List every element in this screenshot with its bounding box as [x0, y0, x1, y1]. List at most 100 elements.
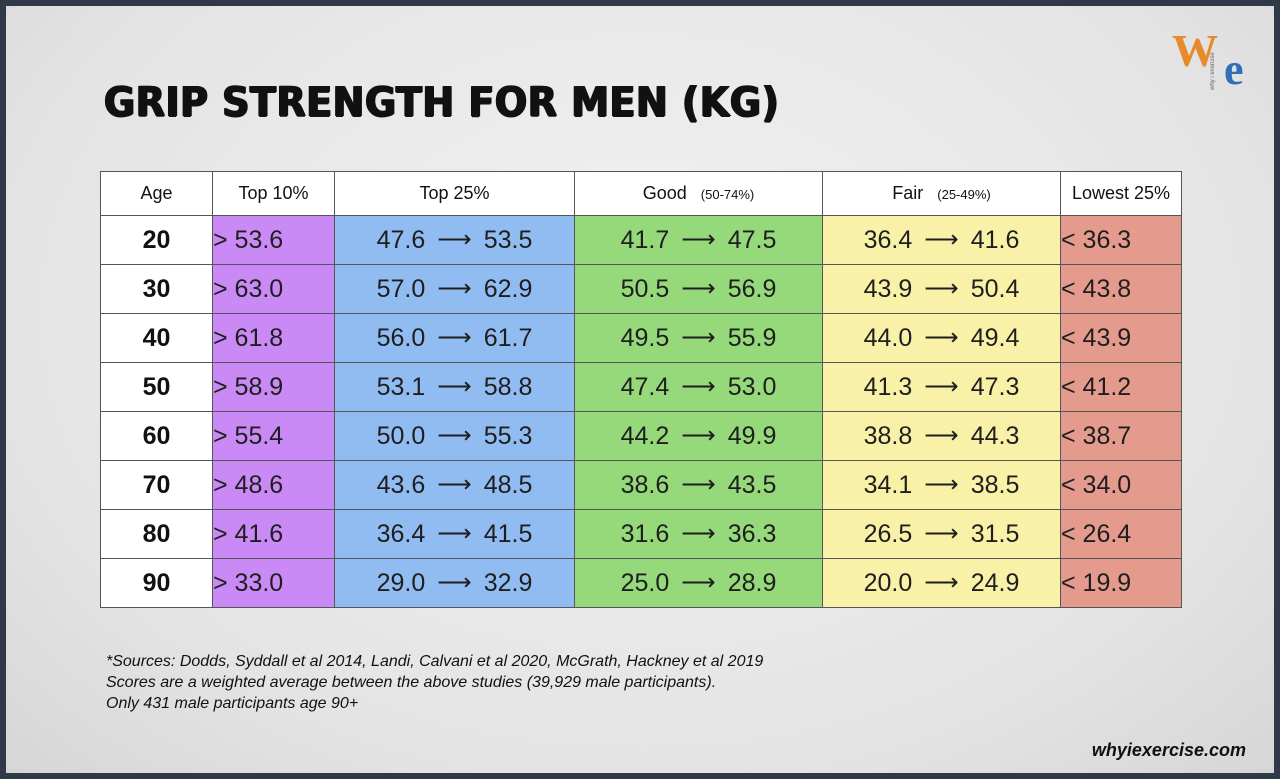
range-high-value: 53.5 — [483, 226, 533, 254]
header-label: Fair — [892, 183, 924, 203]
table-row: 60 > 55.4 50.0 ⟶ 55.3 44.2 ⟶ 49.9 38.8 ⟶ 44.3 < 38.… — [100, 411, 1182, 461]
header-label: Good — [642, 183, 687, 203]
top-25-range-cell: 29.0 ⟶ 32.9 — [334, 558, 575, 608]
top-10-cell: > 48.6 — [212, 460, 335, 510]
note-participants: Only 431 male participants age 90+ — [106, 695, 359, 712]
top-10-cell: > 61.8 — [212, 313, 335, 363]
arrow-right-icon: ⟶ — [924, 226, 959, 253]
age-cell: 30 — [100, 264, 213, 314]
page-title: Grip Strength for men (kg) — [104, 78, 780, 126]
arrow-right-icon: ⟶ — [924, 471, 959, 498]
age-cell: 80 — [100, 509, 213, 559]
fair-range-cell: 44.0 ⟶ 49.4 — [822, 313, 1061, 363]
arrow-right-icon: ⟶ — [681, 520, 716, 547]
table-row: 30 > 63.0 57.0 ⟶ 62.9 50.5 ⟶ 56.9 43.9 ⟶ 50.4 < 43.… — [100, 264, 1182, 314]
arrow-right-icon: ⟶ — [437, 373, 472, 400]
range-low-value: 50.5 — [620, 275, 670, 303]
top-10-cell: > 58.9 — [212, 362, 335, 412]
fair-range-cell: 38.8 ⟶ 44.3 — [822, 411, 1061, 461]
range-high-value: 61.7 — [483, 324, 533, 352]
range-low-value: 53.1 — [376, 373, 426, 401]
good-range-cell: 25.0 ⟶ 28.9 — [574, 558, 823, 608]
range-low-value: 50.0 — [376, 422, 426, 450]
range-high-value: 50.4 — [970, 275, 1020, 303]
range-low-value: 29.0 — [376, 569, 426, 597]
fair-range-cell: 41.3 ⟶ 47.3 — [822, 362, 1061, 412]
range-high-value: 49.4 — [970, 324, 1020, 352]
range-high-value: 53.0 — [727, 373, 777, 401]
range-high-value: 62.9 — [483, 275, 533, 303]
arrow-right-icon: ⟶ — [924, 422, 959, 449]
fair-range-cell: 34.1 ⟶ 38.5 — [822, 460, 1061, 510]
header-fair: Fair (25-49%) — [822, 171, 1061, 216]
range-low-value: 38.6 — [620, 471, 670, 499]
lowest-25-cell: < 43.8 — [1060, 264, 1182, 314]
range-low-value: 41.7 — [620, 226, 670, 254]
footer-url[interactable]: whyiexercise.com — [1091, 740, 1246, 760]
lowest-25-cell: < 26.4 — [1060, 509, 1182, 559]
range-high-value: 32.9 — [483, 569, 533, 597]
top-10-cell: > 55.4 — [212, 411, 335, 461]
age-cell: 90 — [100, 558, 213, 608]
table-row: 90 > 33.0 29.0 ⟶ 32.9 25.0 ⟶ 28.9 20.0 ⟶ 24.9 < 19.… — [100, 558, 1182, 608]
range-low-value: 25.0 — [620, 569, 670, 597]
arrow-right-icon: ⟶ — [437, 471, 472, 498]
grip-strength-table: Age Top 10% Top 25% Good (50-74%) Fair (25-49%… — [100, 171, 1182, 608]
range-low-value: 56.0 — [376, 324, 426, 352]
table-row: 80 > 41.6 36.4 ⟶ 41.5 31.6 ⟶ 36.3 26.5 ⟶ 31.5 < 26.… — [100, 509, 1182, 559]
arrow-right-icon: ⟶ — [681, 275, 716, 302]
good-range-cell: 49.5 ⟶ 55.9 — [574, 313, 823, 363]
top-10-cell: > 63.0 — [212, 264, 335, 314]
header-label: Top 25% — [419, 183, 490, 203]
good-range-cell: 50.5 ⟶ 56.9 — [574, 264, 823, 314]
logo-tagline: why i exercise — [1210, 52, 1216, 90]
range-high-value: 49.9 — [727, 422, 777, 450]
note-weighting: Scores are a weighted average between th… — [106, 674, 717, 691]
good-range-cell: 41.7 ⟶ 47.5 — [574, 215, 823, 265]
range-high-value: 55.3 — [483, 422, 533, 450]
range-high-value: 36.3 — [727, 520, 777, 548]
range-high-value: 55.9 — [727, 324, 777, 352]
arrow-right-icon: ⟶ — [437, 422, 472, 449]
arrow-right-icon: ⟶ — [681, 324, 716, 351]
range-high-value: 47.5 — [727, 226, 777, 254]
lowest-25-cell: < 19.9 — [1060, 558, 1182, 608]
range-low-value: 36.4 — [376, 520, 426, 548]
range-high-value: 47.3 — [970, 373, 1020, 401]
header-good: Good (50-74%) — [574, 171, 823, 216]
age-cell: 60 — [100, 411, 213, 461]
arrow-right-icon: ⟶ — [437, 275, 472, 302]
brand-logo: W why i exercise e — [1166, 26, 1266, 96]
range-high-value: 31.5 — [970, 520, 1020, 548]
top-10-cell: > 53.6 — [212, 215, 335, 265]
arrow-right-icon: ⟶ — [437, 226, 472, 253]
table-header-row: Age Top 10% Top 25% Good (50-74%) Fair (25-49%… — [100, 171, 1182, 216]
header-sublabel: (25-49%) — [937, 187, 991, 202]
good-range-cell: 31.6 ⟶ 36.3 — [574, 509, 823, 559]
top-25-range-cell: 47.6 ⟶ 53.5 — [334, 215, 575, 265]
header-lowest-25: Lowest 25% — [1060, 171, 1182, 216]
range-high-value: 58.8 — [483, 373, 533, 401]
range-low-value: 43.9 — [863, 275, 913, 303]
age-cell: 70 — [100, 460, 213, 510]
arrow-right-icon: ⟶ — [437, 520, 472, 547]
arrow-right-icon: ⟶ — [437, 569, 472, 596]
age-cell: 50 — [100, 362, 213, 412]
table-row: 70 > 48.6 43.6 ⟶ 48.5 38.6 ⟶ 43.5 34.1 ⟶ 38.5 < 34.… — [100, 460, 1182, 510]
arrow-right-icon: ⟶ — [924, 324, 959, 351]
lowest-25-cell: < 36.3 — [1060, 215, 1182, 265]
range-high-value: 38.5 — [970, 471, 1020, 499]
header-label: Top 10% — [238, 183, 309, 203]
range-low-value: 26.5 — [863, 520, 913, 548]
range-low-value: 44.0 — [863, 324, 913, 352]
table-body: 20 > 53.6 47.6 ⟶ 53.5 41.7 ⟶ 47.5 36.4 ⟶ 41.6 < 36.… — [100, 215, 1182, 608]
header-label: Lowest 25% — [1071, 183, 1171, 203]
arrow-right-icon: ⟶ — [924, 373, 959, 400]
fair-range-cell: 43.9 ⟶ 50.4 — [822, 264, 1061, 314]
header-top-25: Top 25% — [334, 171, 575, 216]
range-low-value: 41.3 — [863, 373, 913, 401]
age-cell: 20 — [100, 215, 213, 265]
lowest-25-cell: < 43.9 — [1060, 313, 1182, 363]
range-low-value: 38.8 — [863, 422, 913, 450]
